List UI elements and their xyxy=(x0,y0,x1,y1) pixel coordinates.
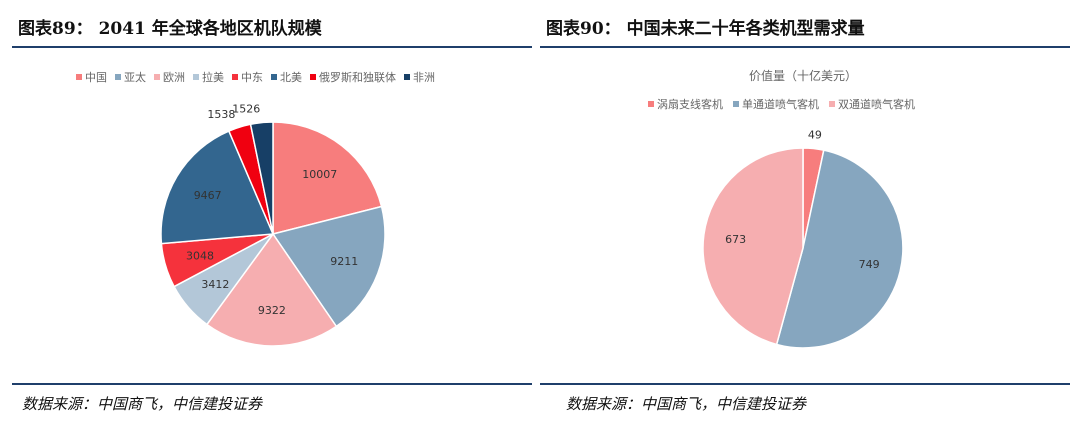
legend-swatch xyxy=(154,74,160,80)
bottom-rule xyxy=(12,383,532,385)
source-note: 数据来源：中国商飞，中信建投证券 xyxy=(22,395,263,413)
legend-label: 欧洲 xyxy=(163,71,185,84)
data-label: 3412 xyxy=(201,278,229,291)
pie-slice xyxy=(272,121,383,235)
legend-label: 北美 xyxy=(280,71,302,84)
chart-legend: 中国 亚太 欧洲 拉美 中东 北美 俄罗斯和独联体 非洲 xyxy=(76,70,435,84)
pie-slice xyxy=(249,121,274,235)
region-fleet-pie-chart: 中国 亚太 欧洲 拉美 中东 北美 俄罗斯和独联体 非洲 10007 9211 9322 3412 30… xyxy=(76,70,435,347)
data-label: 1526 xyxy=(232,103,260,116)
legend-label: 拉美 xyxy=(202,70,224,84)
pie-slice xyxy=(702,147,804,346)
legend-label: 亚太 xyxy=(124,71,146,84)
chart-subtitle: 价值量（十亿美元） xyxy=(749,68,857,83)
figure-title: 图表90： 中国未来二十年各类机型需求量 xyxy=(546,19,865,39)
data-label: 49 xyxy=(808,129,822,142)
legend-label: 涡扇支线客机 xyxy=(657,97,723,111)
legend-label: 双通道喷气客机 xyxy=(838,97,915,111)
pie-slice xyxy=(160,130,275,245)
left-figure-panel: 图表89： 2041 年全球各地区机队规模 中国 亚太 欧洲 拉美 中东 北美 俄罗斯和独联… xyxy=(12,19,532,413)
data-label: 749 xyxy=(859,258,880,271)
legend-swatch xyxy=(648,101,654,107)
legend-swatch xyxy=(733,101,739,107)
top-rule xyxy=(540,46,1070,48)
data-label: 673 xyxy=(725,233,746,246)
legend-swatch xyxy=(193,74,199,80)
legend-swatch xyxy=(232,74,238,80)
legend-label: 俄罗斯和独联体 xyxy=(319,70,396,84)
legend-swatch xyxy=(115,74,121,80)
legend-label: 单通道喷气客机 xyxy=(742,97,819,111)
legend-swatch xyxy=(310,74,316,80)
top-rule xyxy=(12,46,532,48)
data-label: 9211 xyxy=(330,255,358,268)
pie-slice xyxy=(775,149,904,349)
data-label: 10007 xyxy=(302,168,337,181)
data-label: 9467 xyxy=(194,189,222,202)
data-label: 3048 xyxy=(186,250,214,263)
data-label: 1538 xyxy=(207,108,235,121)
legend-swatch xyxy=(76,74,82,80)
aircraft-demand-pie-chart: 价值量（十亿美元） 涡扇支线客机 单通道喷气客机 双通道喷气客机 49 749 673 xyxy=(648,68,915,349)
data-label: 9322 xyxy=(258,304,286,317)
legend-swatch xyxy=(271,74,277,80)
chart-legend: 涡扇支线客机 单通道喷气客机 双通道喷气客机 xyxy=(648,97,915,111)
legend-label: 非洲 xyxy=(413,71,435,84)
legend-swatch xyxy=(404,74,410,80)
pie-slice xyxy=(205,232,338,347)
legend-label: 中东 xyxy=(241,71,263,84)
source-note: 数据来源：中国商飞，中信建投证券 xyxy=(566,395,807,413)
bottom-rule xyxy=(540,383,1070,385)
pie-slice xyxy=(271,205,386,328)
figure-title: 图表89： 2041 年全球各地区机队规模 xyxy=(18,19,322,39)
legend-swatch xyxy=(829,101,835,107)
legend-label: 中国 xyxy=(85,71,107,84)
right-figure-panel: 图表90： 中国未来二十年各类机型需求量 价值量（十亿美元） 涡扇支线客机 单通道喷… xyxy=(540,0,1080,424)
